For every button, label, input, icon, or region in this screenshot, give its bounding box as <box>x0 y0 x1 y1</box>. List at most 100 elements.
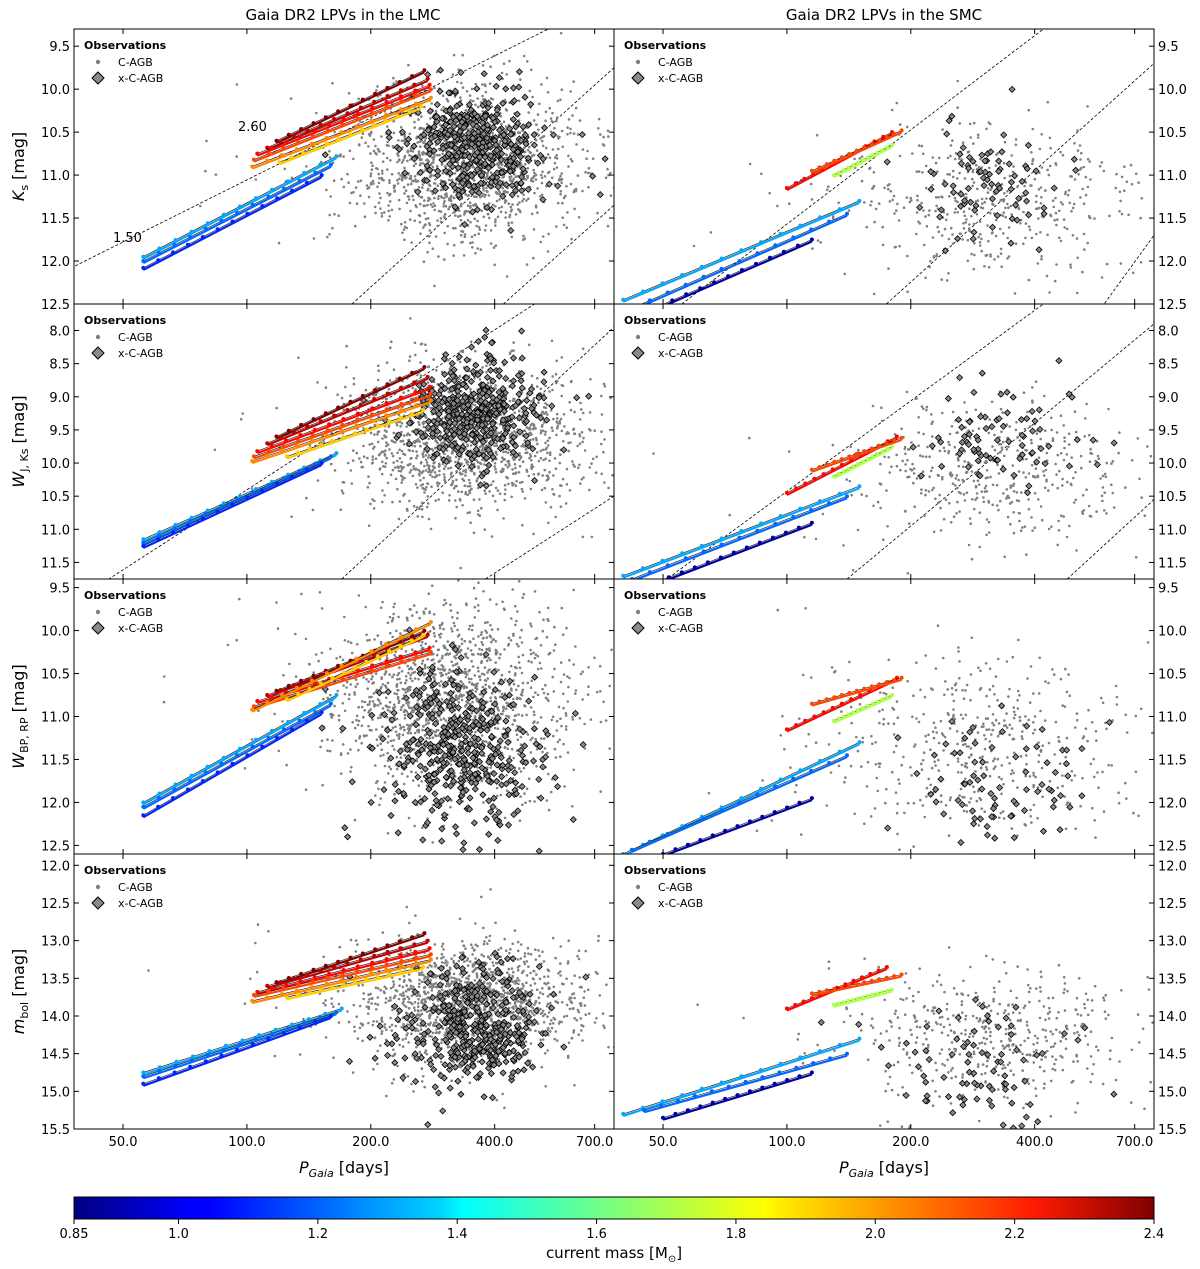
c-agb-point <box>958 232 962 235</box>
c-agb-point <box>466 219 470 222</box>
c-agb-point <box>539 137 542 140</box>
c-agb-point <box>412 465 415 468</box>
c-agb-point <box>504 463 508 467</box>
c-agb-point <box>387 194 391 197</box>
c-agb-point <box>491 132 495 135</box>
c-agb-point <box>870 200 873 203</box>
c-agb-point <box>410 241 414 244</box>
c-agb-point <box>948 195 951 198</box>
c-agb-point <box>329 462 333 466</box>
c-agb-point <box>406 509 409 512</box>
c-agb-point <box>527 111 530 114</box>
c-agb-point <box>450 194 453 198</box>
track-point <box>250 202 255 207</box>
c-agb-point <box>517 208 520 211</box>
x-c-agb-point <box>502 181 510 189</box>
c-agb-point <box>879 506 882 510</box>
track-point <box>189 229 194 234</box>
c-agb-point <box>597 117 601 121</box>
c-agb-point <box>516 203 519 206</box>
track-point <box>280 448 284 453</box>
track-point <box>290 474 294 479</box>
c-agb-point <box>469 220 472 224</box>
x-c-agb-point <box>998 148 1006 156</box>
c-agb-point <box>915 211 919 214</box>
x-c-agb-point <box>509 84 518 92</box>
x-c-agb-point <box>978 151 986 159</box>
c-agb-point <box>1028 228 1032 232</box>
c-agb-point <box>333 469 337 472</box>
track-point <box>290 188 294 193</box>
x-c-agb-point <box>493 146 501 154</box>
c-agb-point <box>409 147 413 150</box>
track-point <box>397 376 402 381</box>
track-point <box>172 243 177 247</box>
c-agb-point <box>1028 425 1032 428</box>
c-agb-point <box>966 238 970 242</box>
c-agb-point <box>506 191 509 194</box>
c-agb-point <box>976 187 979 191</box>
x-c-agb-points <box>321 66 609 235</box>
c-agb-point <box>638 447 641 450</box>
c-agb-point <box>579 408 583 411</box>
c-agb-point <box>377 430 381 433</box>
c-agb-point <box>1061 203 1064 206</box>
x-c-agb-point <box>476 481 485 489</box>
c-agb-point <box>498 141 502 145</box>
c-agb-point <box>402 185 406 189</box>
c-agb-point <box>477 232 481 236</box>
track-point <box>846 165 851 170</box>
c-agb-point <box>1036 262 1040 265</box>
x-c-agb-point <box>543 416 551 424</box>
c-agb-point <box>542 458 545 462</box>
track-point <box>266 449 271 454</box>
c-agb-point <box>407 389 410 392</box>
c-agb-point <box>459 350 463 353</box>
x-c-agb-point <box>428 375 436 384</box>
track-point <box>621 297 626 302</box>
c-agb-point <box>1125 180 1129 183</box>
x-c-agb-point <box>460 430 468 438</box>
x-c-agb-point <box>483 415 492 423</box>
track-point <box>251 454 256 459</box>
c-agb-point <box>421 452 424 456</box>
x-c-agb-point <box>494 183 502 191</box>
x-c-agb-point <box>964 184 972 192</box>
c-agb-point <box>447 207 450 211</box>
c-agb-point <box>574 106 578 110</box>
c-agb-point <box>501 467 504 471</box>
x-c-agb-point <box>485 446 493 454</box>
c-agb-point <box>376 378 380 382</box>
c-agb-point <box>381 460 384 464</box>
x-c-agb-point <box>467 377 475 385</box>
c-agb-point <box>454 226 457 230</box>
c-agb-point <box>965 218 968 221</box>
c-agb-point <box>374 144 377 148</box>
track-point <box>384 407 389 412</box>
c-agb-point <box>1010 154 1013 157</box>
track-point <box>698 286 703 291</box>
c-agb-point <box>588 411 592 414</box>
track-point <box>348 103 353 108</box>
c-agb-point <box>946 173 949 176</box>
c-agb-point <box>541 135 544 139</box>
c-agb-point <box>512 341 515 344</box>
c-agb-point <box>468 147 472 150</box>
c-agb-point <box>352 157 355 161</box>
c-agb-point <box>524 162 527 166</box>
c-agb-point <box>473 403 477 407</box>
x-c-agb-point <box>405 440 413 448</box>
c-agb-point <box>532 153 536 157</box>
track-point <box>284 140 288 145</box>
c-agb-point <box>413 219 417 222</box>
x-c-agb-point <box>508 181 516 189</box>
c-agb-point <box>348 201 352 205</box>
track-point <box>680 273 685 277</box>
c-agb-point <box>499 431 502 435</box>
c-agb-point <box>565 483 569 486</box>
c-agb-point <box>408 355 412 358</box>
c-agb-point <box>477 465 480 468</box>
c-agb-point <box>349 394 352 398</box>
c-agb-point <box>425 505 429 509</box>
x-c-agb-point <box>473 85 481 93</box>
